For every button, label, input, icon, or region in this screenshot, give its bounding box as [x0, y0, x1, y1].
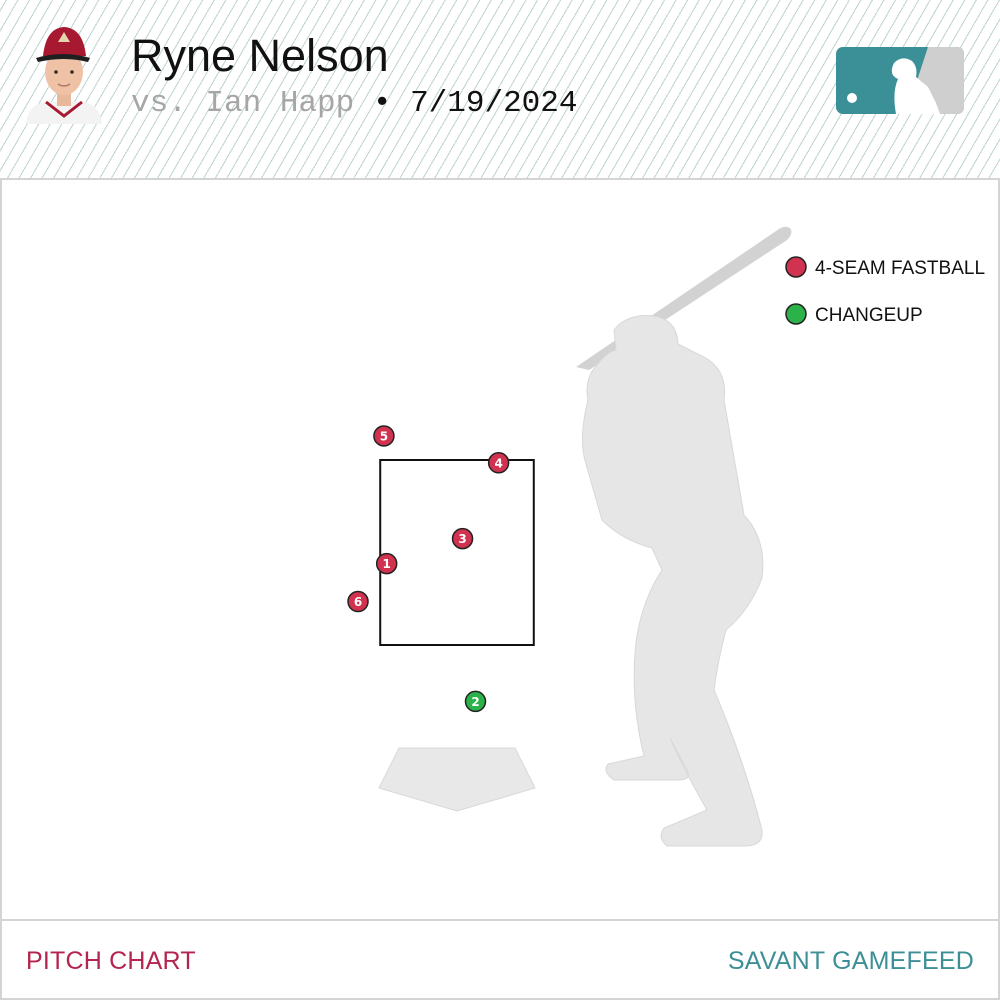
pitch-number: 1: [383, 557, 391, 571]
pitch-marker-5[interactable]: 5: [373, 425, 395, 447]
pitch-number: 2: [471, 695, 479, 709]
batter-name: vs. Ian Happ: [131, 86, 355, 121]
pitcher-name: Ryne Nelson: [131, 30, 389, 81]
pitch-marker-1[interactable]: 1: [375, 552, 398, 575]
footer-bar: PITCH CHART SAVANT GAMEFEED: [0, 919, 1000, 1000]
pitch-dot[interactable]: [451, 527, 474, 550]
pitch-marker-6[interactable]: 6: [347, 590, 369, 613]
savant-gamefeed-link[interactable]: SAVANT GAMEFEED: [727, 947, 974, 975]
chart-legend: 4-SEAM FASTBALL CHANGEUP: [785, 256, 985, 326]
legend-label: 4-SEAM FASTBALL: [815, 258, 985, 279]
pitch-number: 5: [380, 429, 388, 443]
game-date: 7/19/2024: [410, 86, 578, 121]
mlb-logo-icon: [836, 47, 964, 114]
header-banner: Ryne Nelson vs. Ian Happ • 7/19/2024: [0, 0, 1000, 180]
home-plate: [378, 747, 536, 812]
pitch-marker-4[interactable]: 4: [487, 452, 510, 474]
pitch-number: 6: [354, 595, 362, 609]
legend-label: CHANGEUP: [815, 305, 923, 326]
pitch-marker-2[interactable]: 2: [464, 690, 487, 713]
pitch-dot[interactable]: [347, 590, 369, 613]
pitch-marker-3[interactable]: 3: [451, 527, 474, 550]
pitch-number: 4: [494, 456, 502, 470]
pitch-chart-svg: 4-SEAM FASTBALL CHANGEUP 1 2 3 4 5 6: [347, 226, 985, 847]
matchup-line: vs. Ian Happ • 7/19/2024: [131, 86, 578, 121]
pitch-dot[interactable]: [373, 425, 395, 447]
pitch-chart-label: PITCH CHART: [26, 947, 196, 975]
pitch-number: 3: [458, 532, 466, 546]
pitch-chart-area: 4-SEAM FASTBALL CHANGEUP 1 2 3 4 5 6: [0, 180, 1000, 920]
legend-swatch: [785, 303, 807, 325]
strike-zone: [379, 459, 535, 646]
pitch-markers: 1 2 3 4 5 6: [347, 425, 510, 713]
pitcher-avatar: [26, 27, 102, 124]
pitch-dot[interactable]: [487, 452, 510, 474]
legend-swatch: [785, 256, 807, 278]
separator: •: [354, 86, 411, 121]
batter-silhouette: [576, 226, 792, 847]
pitch-dot[interactable]: [464, 690, 487, 713]
pitch-dot[interactable]: [375, 552, 398, 575]
